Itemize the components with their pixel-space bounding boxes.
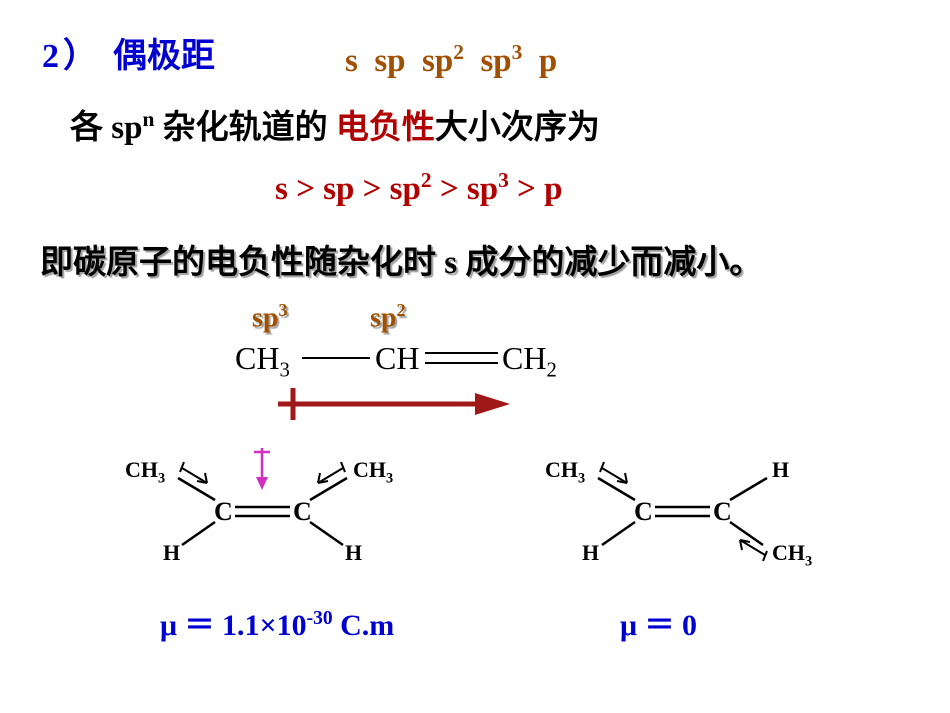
trans-tr: H [772,457,789,483]
trans-c2: C [713,497,732,527]
trans-bl: H [582,540,599,566]
cis-mu: μ ＝ 1.1×10-30 C.m [160,600,394,644]
trans-tl: CH3 [545,457,585,487]
trans-structure-bonds [0,0,950,713]
trans-c1: C [634,497,653,527]
trans-mu: μ ＝ 0 [620,600,697,644]
trans-br: CH3 [772,540,812,570]
